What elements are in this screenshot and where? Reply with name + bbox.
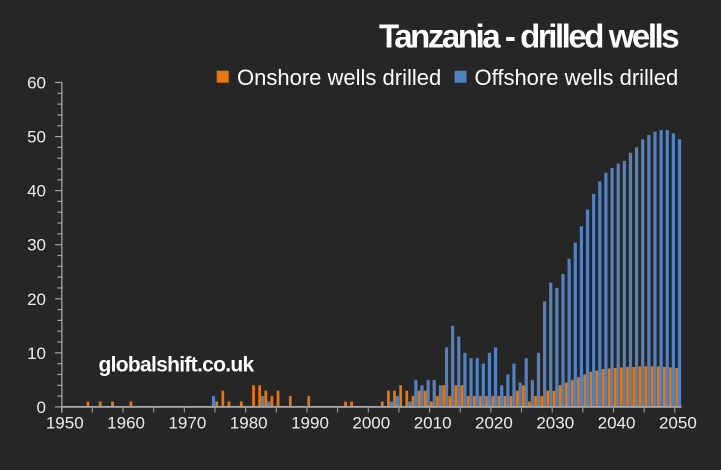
svg-text:1970: 1970 [168,414,206,433]
svg-text:1960: 1960 [107,414,145,433]
svg-text:Onshore wells drilled: Onshore wells drilled [237,65,441,90]
svg-text:2050: 2050 [659,414,697,433]
svg-text:2020: 2020 [475,414,513,433]
svg-text:0: 0 [37,398,46,417]
svg-text:globalshift.co.uk: globalshift.co.uk [99,354,255,377]
svg-text:1950: 1950 [46,414,84,433]
svg-text:2000: 2000 [352,414,390,433]
svg-text:60: 60 [27,73,46,92]
svg-text:40: 40 [27,182,46,201]
svg-text:30: 30 [27,236,46,255]
svg-text:20: 20 [27,290,46,309]
svg-text:1980: 1980 [230,414,268,433]
svg-text:50: 50 [27,128,46,147]
svg-text:2010: 2010 [414,414,452,433]
svg-text:Offshore wells drilled: Offshore wells drilled [475,65,679,90]
svg-text:Tanzania - drilled wells: Tanzania - drilled wells [379,18,678,55]
svg-text:10: 10 [27,344,46,363]
svg-text:1990: 1990 [291,414,329,433]
svg-text:2040: 2040 [598,414,636,433]
svg-text:2030: 2030 [536,414,574,433]
